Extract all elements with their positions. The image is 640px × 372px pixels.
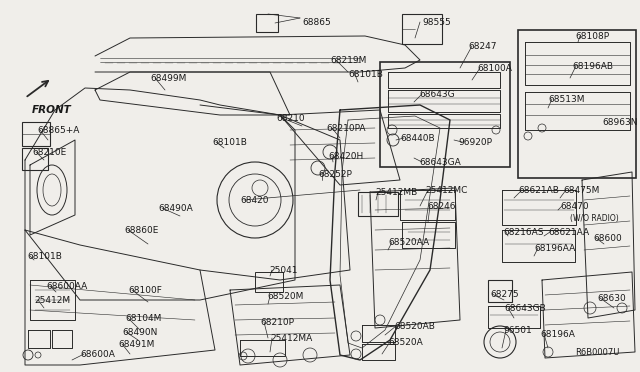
Text: 68100F: 68100F — [128, 286, 162, 295]
Text: 68600AA: 68600AA — [46, 282, 87, 291]
Text: 68247: 68247 — [468, 42, 497, 51]
Text: 68499M: 68499M — [150, 74, 186, 83]
Text: 68621AA: 68621AA — [548, 228, 589, 237]
Text: 68210: 68210 — [276, 114, 305, 123]
Text: 68513M: 68513M — [548, 95, 584, 104]
Text: 98555: 98555 — [422, 18, 451, 27]
Text: 68101B: 68101B — [27, 252, 62, 261]
Text: 68246: 68246 — [427, 202, 456, 211]
Text: 68520M: 68520M — [267, 292, 303, 301]
Text: 68600: 68600 — [593, 234, 621, 243]
Text: 68440B: 68440B — [400, 134, 435, 143]
Text: 68860E: 68860E — [124, 226, 158, 235]
Text: 68420: 68420 — [240, 196, 269, 205]
Text: 68210PA: 68210PA — [326, 124, 365, 133]
Text: 68275: 68275 — [490, 290, 518, 299]
Text: 68490N: 68490N — [122, 328, 157, 337]
Text: 68520AA: 68520AA — [388, 238, 429, 247]
Text: 68100A: 68100A — [477, 64, 512, 73]
Text: 68210P: 68210P — [260, 318, 294, 327]
Text: 68520A: 68520A — [388, 338, 423, 347]
Text: 25412M: 25412M — [34, 296, 70, 305]
Text: 68630: 68630 — [597, 294, 626, 303]
Text: 68643GA: 68643GA — [419, 158, 461, 167]
Bar — [518, 30, 636, 178]
Text: 68600A: 68600A — [80, 350, 115, 359]
Text: 25412MC: 25412MC — [425, 186, 467, 195]
Text: 25412MA: 25412MA — [270, 334, 312, 343]
Text: 68865: 68865 — [302, 18, 331, 27]
Bar — [22, 148, 48, 170]
Text: R6B0007U: R6B0007U — [575, 348, 620, 357]
Text: 68963N: 68963N — [602, 118, 637, 127]
Bar — [488, 280, 512, 302]
Text: 68643G: 68643G — [419, 90, 454, 99]
Text: 68196AA: 68196AA — [534, 244, 575, 253]
Text: 68621AB: 68621AB — [518, 186, 559, 195]
Text: 68216AS: 68216AS — [503, 228, 543, 237]
Bar — [358, 192, 398, 216]
Text: 68643GB: 68643GB — [504, 304, 546, 313]
Text: 68108P: 68108P — [575, 32, 609, 41]
Bar — [22, 122, 50, 146]
Text: 68520AB: 68520AB — [394, 322, 435, 331]
Text: 68101B: 68101B — [348, 70, 383, 79]
Text: 68252P: 68252P — [318, 170, 352, 179]
Text: 68210E: 68210E — [32, 148, 67, 157]
Text: 68470: 68470 — [560, 202, 589, 211]
Text: 96920P: 96920P — [458, 138, 492, 147]
Text: 68420H: 68420H — [328, 152, 364, 161]
Text: 68196AB: 68196AB — [572, 62, 613, 71]
Text: 25041: 25041 — [269, 266, 298, 275]
Bar — [402, 14, 442, 44]
Text: 68196A: 68196A — [540, 330, 575, 339]
Bar — [380, 62, 510, 167]
Text: 68475M: 68475M — [563, 186, 600, 195]
Bar — [256, 14, 278, 32]
Text: (W/O RADIO): (W/O RADIO) — [570, 214, 619, 223]
Text: 68491M: 68491M — [118, 340, 154, 349]
Text: 68101B: 68101B — [212, 138, 247, 147]
Text: 68490A: 68490A — [158, 204, 193, 213]
Bar — [255, 272, 283, 292]
Text: 68104M: 68104M — [125, 314, 161, 323]
Text: 25412MB: 25412MB — [375, 188, 417, 197]
Text: FRONT: FRONT — [32, 105, 72, 115]
Text: 68865+A: 68865+A — [37, 126, 79, 135]
Text: 96501: 96501 — [503, 326, 532, 335]
Text: 68219M: 68219M — [330, 56, 366, 65]
